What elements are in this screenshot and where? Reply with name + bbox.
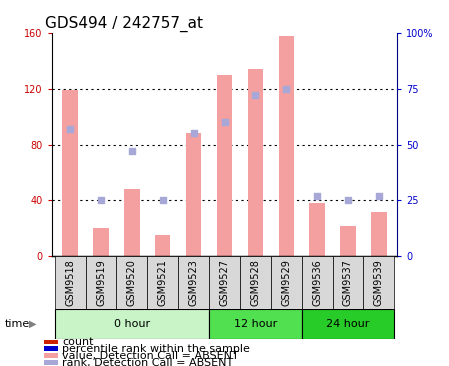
Bar: [340, 225, 356, 256]
Bar: [116, 256, 147, 309]
Bar: [363, 256, 394, 309]
Bar: [44, 360, 58, 365]
Bar: [240, 256, 271, 309]
Text: GSM9521: GSM9521: [158, 259, 168, 306]
Point: [128, 148, 136, 154]
Text: rank, Detection Call = ABSENT: rank, Detection Call = ABSENT: [62, 358, 233, 366]
Bar: [333, 256, 363, 309]
Bar: [44, 346, 58, 351]
Text: ▶: ▶: [29, 319, 36, 329]
Point: [159, 198, 166, 203]
Bar: [186, 133, 201, 256]
Point: [97, 198, 105, 203]
Bar: [44, 353, 58, 358]
Text: GSM9519: GSM9519: [96, 259, 106, 306]
Bar: [155, 235, 171, 256]
Point: [375, 193, 383, 199]
Bar: [309, 203, 325, 256]
Text: GSM9536: GSM9536: [312, 259, 322, 306]
Bar: [302, 256, 333, 309]
Text: 24 hour: 24 hour: [326, 319, 370, 329]
Text: GSM9529: GSM9529: [281, 259, 291, 306]
Text: GDS494 / 242757_at: GDS494 / 242757_at: [45, 15, 202, 31]
Text: percentile rank within the sample: percentile rank within the sample: [62, 344, 250, 354]
Text: 12 hour: 12 hour: [234, 319, 277, 329]
Text: 0 hour: 0 hour: [114, 319, 150, 329]
Text: GSM9527: GSM9527: [220, 259, 229, 306]
Text: time: time: [4, 319, 30, 329]
Bar: [62, 90, 78, 256]
Text: GSM9520: GSM9520: [127, 259, 137, 306]
Bar: [55, 309, 209, 339]
Point: [66, 126, 74, 132]
Bar: [217, 75, 232, 256]
Bar: [147, 256, 178, 309]
Point: [252, 93, 259, 98]
Bar: [86, 256, 116, 309]
Bar: [302, 309, 394, 339]
Text: GSM9523: GSM9523: [189, 259, 198, 306]
Bar: [178, 256, 209, 309]
Bar: [209, 256, 240, 309]
Text: GSM9539: GSM9539: [374, 259, 384, 306]
Point: [190, 130, 197, 136]
Bar: [124, 189, 140, 256]
Text: count: count: [62, 337, 94, 347]
Point: [313, 193, 321, 199]
Bar: [371, 212, 387, 256]
Bar: [271, 256, 302, 309]
Bar: [55, 256, 86, 309]
Text: GSM9528: GSM9528: [251, 259, 260, 306]
Point: [221, 119, 228, 125]
Bar: [44, 340, 58, 344]
Point: [283, 86, 290, 92]
Bar: [93, 228, 109, 256]
Point: [344, 198, 352, 203]
Text: GSM9518: GSM9518: [65, 259, 75, 306]
Bar: [248, 69, 263, 256]
Text: GSM9537: GSM9537: [343, 259, 353, 306]
Text: value, Detection Call = ABSENT: value, Detection Call = ABSENT: [62, 351, 239, 361]
Bar: [209, 309, 302, 339]
Bar: [278, 36, 294, 256]
